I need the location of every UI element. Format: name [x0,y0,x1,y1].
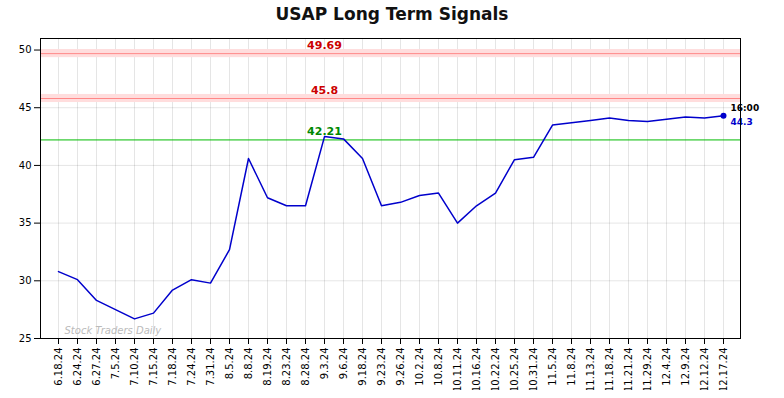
svg-text:49.69: 49.69 [307,39,342,52]
svg-text:7.18.24: 7.18.24 [167,348,178,386]
svg-text:10.16.24: 10.16.24 [471,348,482,391]
svg-text:6.27.24: 6.27.24 [91,348,102,386]
svg-text:45.8: 45.8 [311,84,338,97]
svg-text:7.10.24: 7.10.24 [129,348,140,386]
svg-text:10.31.24: 10.31.24 [528,348,539,391]
svg-text:35: 35 [19,217,32,228]
svg-text:8.23.24: 8.23.24 [281,348,292,386]
svg-text:9.23.24: 9.23.24 [376,348,387,386]
svg-text:30: 30 [19,275,32,286]
svg-text:7.31.24: 7.31.24 [205,348,216,386]
svg-text:7.24.24: 7.24.24 [186,348,197,386]
svg-text:6.24.24: 6.24.24 [72,348,83,386]
svg-text:9.26.24: 9.26.24 [395,348,406,386]
svg-text:Stock Traders Daily: Stock Traders Daily [65,325,163,336]
svg-text:12.9.24: 12.9.24 [680,348,691,386]
svg-text:44.3: 44.3 [731,117,753,127]
svg-text:8.8.24: 8.8.24 [243,348,254,380]
svg-text:9.6.24: 9.6.24 [338,348,349,380]
svg-text:11.21.24: 11.21.24 [623,348,634,391]
svg-text:7.15.24: 7.15.24 [148,348,159,386]
svg-text:45: 45 [19,102,32,113]
svg-text:16:00: 16:00 [731,103,760,113]
svg-text:9.18.24: 9.18.24 [357,348,368,386]
svg-text:11.5.24: 11.5.24 [547,348,558,386]
svg-text:25: 25 [19,333,32,344]
svg-text:8.19.24: 8.19.24 [262,348,273,386]
svg-text:12.4.24: 12.4.24 [661,348,672,386]
svg-text:40: 40 [19,160,32,171]
svg-text:11.29.24: 11.29.24 [642,348,653,391]
svg-text:8.5.24: 8.5.24 [224,348,235,380]
svg-text:42.21: 42.21 [307,125,342,138]
svg-text:9.3.24: 9.3.24 [319,348,330,380]
svg-text:11.13.24: 11.13.24 [585,348,596,391]
svg-text:10.11.24: 10.11.24 [452,348,463,391]
svg-text:7.5.24: 7.5.24 [110,348,121,380]
svg-text:10.22.24: 10.22.24 [490,348,501,391]
svg-text:8.28.24: 8.28.24 [300,348,311,386]
svg-text:12.17.24: 12.17.24 [718,348,729,391]
html-text:USAP Long Term Signals: USAP Long Term Signals [275,4,509,24]
svg-text:11.18.24: 11.18.24 [604,348,615,391]
svg-text:10.2.24: 10.2.24 [414,348,425,386]
svg-text:50: 50 [19,44,32,55]
svg-text:12.12.24: 12.12.24 [699,348,710,391]
svg-text:10.25.24: 10.25.24 [509,348,520,391]
svg-text:10.8.24: 10.8.24 [433,348,444,386]
svg-text:6.18.24: 6.18.24 [53,348,64,386]
svg-text:11.8.24: 11.8.24 [566,348,577,386]
